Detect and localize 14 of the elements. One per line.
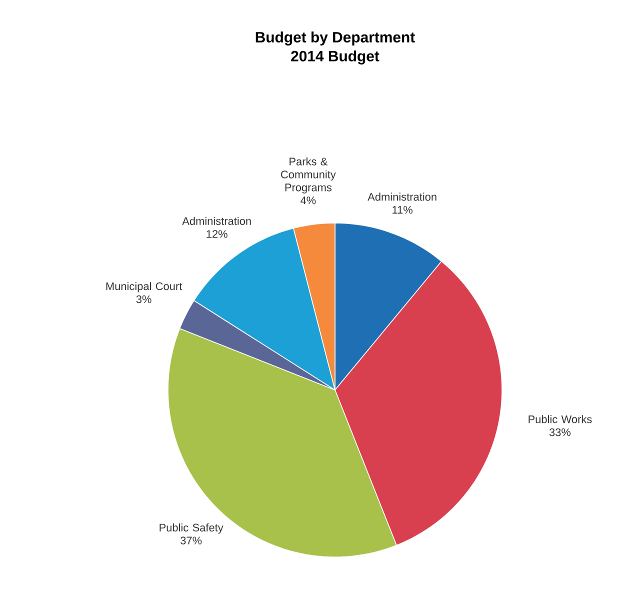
data-label: 33% (549, 428, 571, 436)
slice-label: Parks & Community Programs (281, 157, 336, 194)
data-label: 3% (136, 295, 152, 304)
data-label: 12% (206, 230, 228, 238)
data-label: 4% (300, 196, 316, 204)
slice-label: Municipal Court (106, 282, 182, 292)
slice-label: Public Safety (160, 523, 224, 534)
data-label: 37% (180, 536, 202, 544)
slice-label: Public Works (528, 415, 592, 424)
slice-label: Administration (368, 192, 436, 201)
slice-label: Administration (182, 216, 251, 225)
chart-title: Budget by Department (256, 32, 415, 46)
chart-subtitle: 2014 Budget (291, 50, 380, 64)
data-label: 11% (392, 206, 412, 214)
